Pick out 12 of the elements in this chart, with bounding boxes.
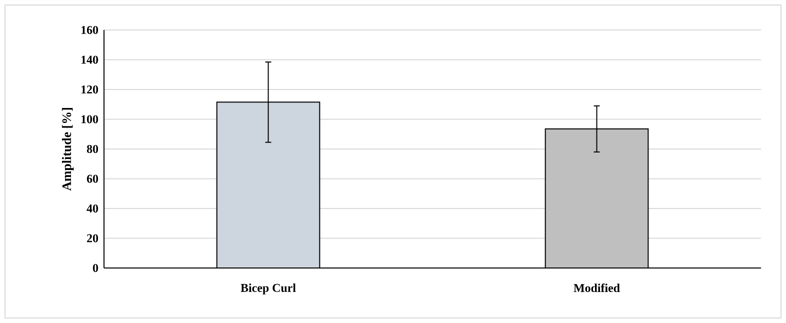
y-tick-label: 140 bbox=[82, 56, 98, 64]
y-tick-label: 80 bbox=[86, 144, 98, 154]
y-tick-label: 60 bbox=[86, 174, 98, 183]
y-tick-label: 0 bbox=[92, 264, 98, 272]
y-tick-label: 100 bbox=[82, 115, 98, 124]
x-tick-label: Modified bbox=[574, 284, 620, 292]
y-tick-label: 20 bbox=[87, 234, 98, 242]
y-tick-label: 160 bbox=[82, 26, 98, 34]
y-tick-label: 120 bbox=[82, 85, 98, 94]
y-tick-label: 40 bbox=[86, 204, 98, 213]
y-axis-title: Amplitude [%] bbox=[62, 108, 74, 191]
x-tick-label: Bicep Curl bbox=[240, 284, 296, 294]
